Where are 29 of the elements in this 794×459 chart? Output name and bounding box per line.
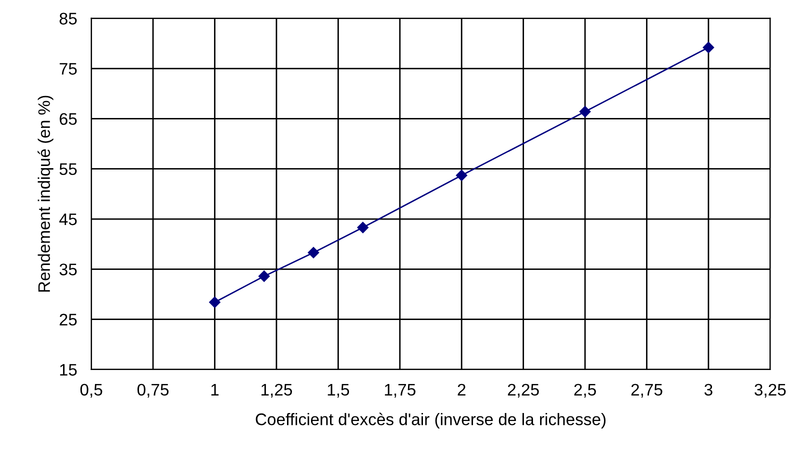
point [702, 42, 714, 54]
point [209, 296, 220, 308]
y-tick-label: 35 [60, 264, 77, 276]
x-tick-label: 2,25 [508, 384, 539, 398]
point [258, 270, 270, 282]
x-tick-label: 2 [458, 384, 466, 396]
point [456, 170, 468, 181]
x-tick-label: 1,5 [328, 384, 350, 398]
x-tick-label: 0,5 [80, 384, 102, 398]
x-tick-label: 1 [211, 384, 219, 396]
y-tick-label: 75 [60, 63, 77, 75]
y-tick-label: 25 [60, 314, 77, 326]
x-tick-label: 2,5 [574, 384, 596, 398]
x-axis-title: Coefficient d'excès d'air (inverse de la richesse) [256, 412, 606, 429]
y-tick-label: 65 [60, 113, 77, 125]
y-tick-label: 15 [60, 364, 77, 376]
point [579, 106, 591, 118]
y-tick-label: 85 [60, 12, 77, 25]
y-tick-label: 55 [60, 163, 77, 176]
y-axis-title: Rendement indiqué (en %) [38, 96, 54, 292]
x-tick-label: 1,75 [384, 384, 416, 398]
y-tick-label: 45 [59, 214, 77, 226]
x-tick-label: 3 [704, 384, 712, 396]
x-tick-label: 0,75 [137, 384, 169, 398]
x-tick-label: 3,25 [754, 384, 786, 398]
point [308, 247, 320, 258]
point [357, 222, 368, 234]
x-tick-label: 2,75 [631, 384, 662, 398]
x-tick-label: 1,25 [262, 384, 292, 398]
